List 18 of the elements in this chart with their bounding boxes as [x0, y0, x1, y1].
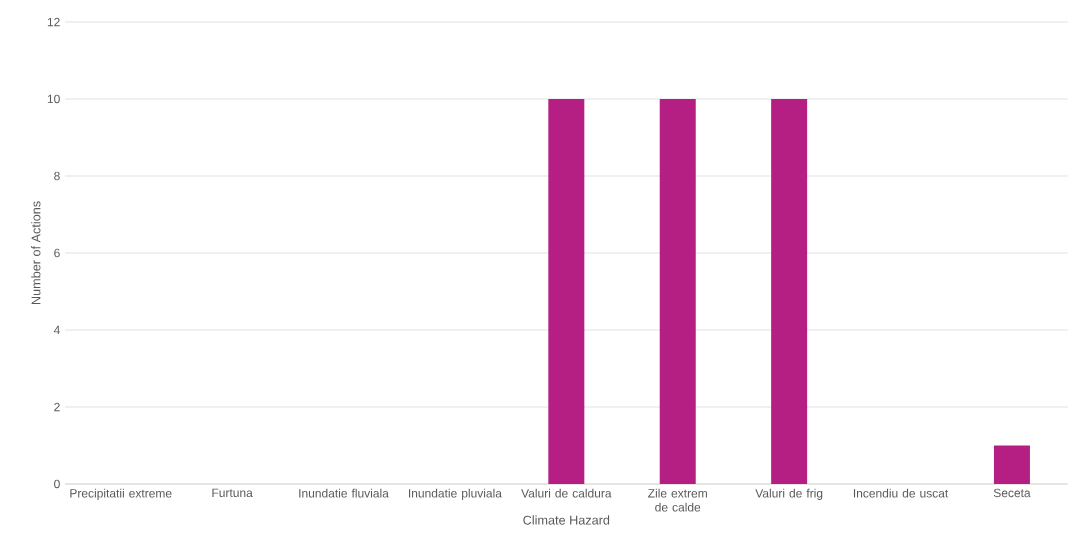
x-tick-label: Seceta: [993, 488, 1031, 498]
x-tick-label: Incendiu de uscat: [853, 488, 949, 498]
x-tick-label: Inundatie pluviala: [409, 488, 502, 500]
y-tick-label: 10: [47, 94, 60, 104]
y-tick-label: 8: [54, 171, 60, 181]
x-tick-label: Precipitatii extreme: [70, 488, 172, 500]
y-tick-label: 4: [53, 325, 60, 335]
y-axis-title: Number of Actions: [31, 201, 41, 305]
x-tick-label: Valuri de frig: [755, 488, 823, 500]
x-tick-label: Furtuna: [212, 488, 253, 498]
y-tick-label: 6: [54, 248, 60, 258]
x-axis-title: Climate Hazard: [523, 515, 610, 525]
y-tick-label: 2: [54, 402, 60, 412]
y-tick-label: 12: [47, 17, 60, 27]
x-tick-label: Valuri de caldura: [521, 488, 612, 498]
y-tick-label: 0: [54, 479, 60, 489]
x-tick-label: Inundatie fluviala: [299, 488, 389, 498]
x-tick-label: Zile extrem de calde: [648, 488, 707, 512]
